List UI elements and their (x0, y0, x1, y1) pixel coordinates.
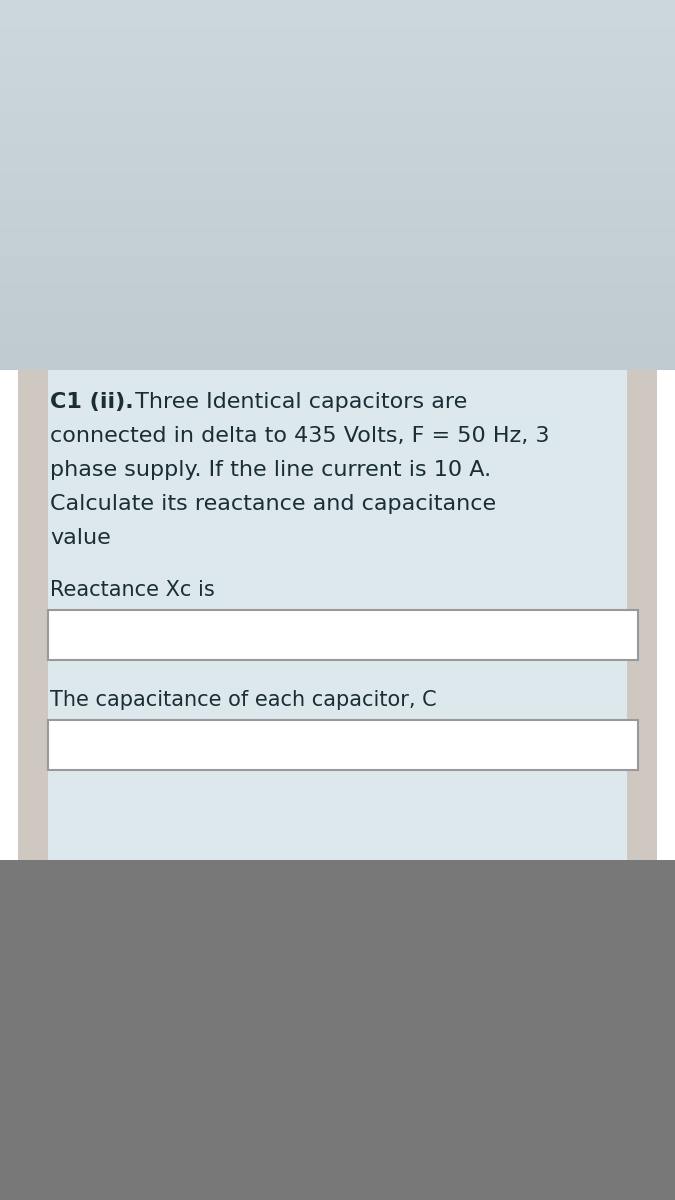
Bar (48, 370, 627, 860)
Text: Three Identical capacitors are: Three Identical capacitors are (128, 392, 467, 412)
Text: The capacitance of each capacitor, C: The capacitance of each capacitor, C (50, 690, 437, 710)
Bar (18, 370, 48, 860)
Text: C1 (ii).: C1 (ii). (50, 392, 134, 412)
Bar (627, 370, 657, 860)
Bar (48, 610, 638, 660)
Text: phase supply. If the line current is 10 A.: phase supply. If the line current is 10 … (50, 460, 491, 480)
Bar (48, 720, 638, 770)
Bar (0, 860, 675, 1200)
Text: value: value (50, 528, 111, 548)
Text: connected in delta to 435 Volts, F = 50 Hz, 3: connected in delta to 435 Volts, F = 50 … (50, 426, 549, 446)
Text: Calculate its reactance and capacitance: Calculate its reactance and capacitance (50, 494, 496, 514)
Text: Reactance Xc is: Reactance Xc is (50, 580, 215, 600)
